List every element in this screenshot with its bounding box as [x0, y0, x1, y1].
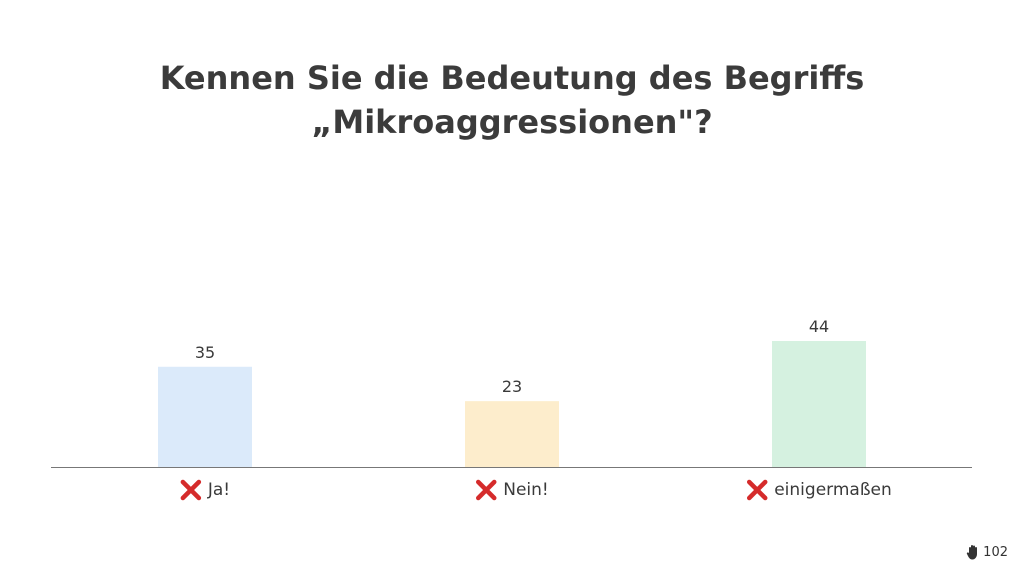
- chart-title: Kennen Sie die Bedeutung des Begriffs „M…: [112, 56, 912, 144]
- cross-mark-icon: [746, 479, 768, 501]
- participant-count-value: 102: [983, 544, 1008, 560]
- bar-value-label-2: 23: [502, 377, 522, 396]
- chart-title-line-1: Kennen Sie die Bedeutung des Begriffs: [159, 59, 865, 97]
- bar-value-label-3: 44: [809, 317, 829, 336]
- bar-2: [465, 401, 559, 467]
- participant-count: 102: [966, 544, 1008, 560]
- bar-3: [772, 341, 866, 467]
- category-label-3: einigermaßen: [746, 476, 892, 504]
- category-label-1: Ja!: [180, 476, 230, 504]
- chart-title-line-2: „Mikroaggressionen"?: [311, 103, 713, 141]
- category-label-2: Nein!: [475, 476, 549, 504]
- cross-mark-icon: [476, 479, 497, 501]
- raised-hand-icon: [966, 545, 978, 560]
- category-label-text-2: Nein!: [503, 480, 549, 500]
- cross-mark-icon: [180, 479, 202, 501]
- category-label-text-3: einigermaßen: [774, 480, 892, 500]
- category-label-text-1: Ja!: [207, 480, 231, 500]
- bar-value-label-1: 35: [195, 343, 215, 362]
- bar-1: [158, 366, 252, 467]
